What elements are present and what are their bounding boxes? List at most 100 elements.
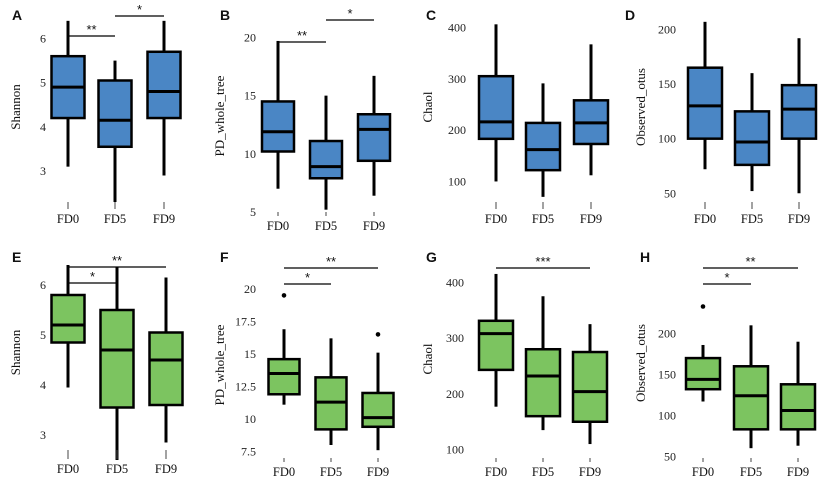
panel-b-y-tick-2: 15	[244, 89, 256, 103]
panel-f-y-tick-2: 12.5	[235, 379, 256, 393]
panel-d-y-tick-2: 150	[658, 77, 676, 91]
panel-a-box-2	[146, 50, 182, 120]
panel-b-y-tick-3: 20	[244, 30, 256, 44]
panel-g-y-tick-1: 200	[446, 387, 464, 401]
panel-f-y-tick-3: 15	[244, 347, 256, 361]
panel-c-x-tick-0: FD0	[485, 212, 507, 226]
panel-d-x-tick-2: FD9	[788, 212, 810, 226]
panel-h-box-1	[732, 365, 770, 431]
panel-h-sig-label-0: *	[724, 270, 729, 285]
panel-e-box-1	[99, 308, 135, 409]
panel-c-y-tick-3: 400	[448, 20, 466, 34]
panel-g-y-tick-0: 100	[446, 443, 464, 457]
panel-b-box-1	[308, 139, 344, 180]
panel-e-x-tick-2: FD9	[155, 462, 177, 476]
panel-e-y-tick-2: 5	[40, 328, 46, 342]
panel-b-y-tick-0: 5	[250, 205, 256, 219]
panel-f-x-tick-0: FD0	[273, 465, 295, 479]
panel-b-y-axis-label: PD_whole_tree	[212, 75, 227, 156]
panel-e-y-tick-1: 4	[40, 378, 46, 392]
panel-h-y-tick-3: 200	[658, 327, 676, 341]
panel-c-box-0	[477, 74, 515, 141]
panel-d-x-tick-1: FD5	[741, 212, 763, 226]
panel-f-x-tick-2: FD9	[367, 465, 389, 479]
panel-h-y-axis-label: Observed_otus	[633, 324, 648, 402]
panel-b-x-tick-0: FD0	[267, 219, 289, 233]
panel-c-box-1	[524, 121, 562, 172]
panel-e-label: E	[12, 249, 21, 265]
panel-c-x-tick-2: FD9	[580, 212, 602, 226]
panel-f-outlier-2-0	[375, 332, 381, 337]
panel-e-box-0	[50, 293, 86, 344]
panel-c-label: C	[426, 7, 436, 23]
panel-a-y-tick-1: 4	[40, 120, 46, 134]
panel-e-box-2	[148, 331, 184, 407]
panel-f-box-0	[267, 357, 301, 396]
panel-a-y-tick-2: 5	[40, 76, 46, 90]
panel-f-outlier-0-0	[281, 293, 287, 298]
panel-c-y-tick-1: 200	[448, 123, 466, 137]
panel-h-y-tick-0: 50	[664, 449, 676, 463]
panel-g-box-1	[524, 347, 562, 418]
panel-g-x-tick-0: FD0	[485, 465, 507, 479]
panel-b-label: B	[220, 7, 230, 23]
panel-d-y-tick-0: 50	[664, 186, 676, 200]
panel-f-y-tick-4: 17.5	[235, 314, 256, 328]
panel-g-y-tick-2: 300	[446, 331, 464, 345]
panel-h-x-tick-0: FD0	[692, 465, 714, 479]
panel-f-y-axis-label: PD_whole_tree	[212, 324, 227, 405]
panel-d-y-tick-1: 100	[658, 132, 676, 146]
panel-a-y-tick-0: 3	[40, 164, 46, 178]
panel-g-box-0	[477, 319, 515, 372]
panel-e-sig-label-0: *	[90, 269, 95, 284]
panel-a-sig-label-1: *	[137, 2, 142, 17]
panel-e-sig-label-1: **	[112, 253, 122, 268]
panel-f-box-2	[361, 391, 395, 429]
panel-e-y-axis-label: Shannon	[8, 329, 23, 375]
panel-c-y-axis-label: Chaol	[420, 91, 435, 122]
panel-g-x-tick-1: FD5	[532, 465, 554, 479]
panel-b-y-tick-1: 10	[244, 147, 256, 161]
panel-h-box-2	[779, 383, 817, 431]
panel-e-y-tick-0: 3	[40, 428, 46, 442]
panel-a-y-tick-3: 6	[40, 32, 46, 46]
panel-b-sig-label-1: *	[347, 6, 352, 21]
panel-e-x-tick-1: FD5	[106, 462, 128, 476]
panel-a-sig-label-0: **	[86, 22, 96, 37]
panel-h-y-tick-2: 150	[658, 367, 676, 381]
panel-h-x-tick-1: FD5	[740, 465, 762, 479]
panel-f-sig-label-1: **	[326, 254, 336, 269]
panel-f-y-tick-1: 10	[244, 412, 256, 426]
panel-d-x-tick-0: FD0	[694, 212, 716, 226]
panel-h-sig-label-1: **	[745, 254, 755, 269]
panel-g-y-tick-3: 400	[446, 275, 464, 289]
panel-h-box-0	[684, 356, 722, 391]
panel-d-y-tick-3: 200	[658, 22, 676, 36]
panel-f-y-tick-5: 20	[244, 282, 256, 296]
panel-a-x-tick-1: FD5	[104, 212, 126, 226]
panel-d-box-0	[686, 66, 724, 140]
panel-b-sig-label-0: **	[297, 28, 307, 43]
panel-g-x-tick-2: FD9	[579, 465, 601, 479]
panel-d-label: D	[625, 7, 635, 23]
panel-f-x-tick-1: FD5	[320, 465, 342, 479]
panel-b-x-tick-2: FD9	[363, 219, 385, 233]
panel-g-sig-label-0: ***	[535, 254, 550, 269]
panel-h-x-tick-2: FD9	[787, 465, 809, 479]
panel-e-y-tick-3: 6	[40, 278, 46, 292]
panel-a-box-1	[97, 79, 133, 149]
panel-a-x-tick-0: FD0	[57, 212, 79, 226]
panel-a-y-axis-label: Shannon	[8, 84, 23, 130]
panel-b-box-2	[356, 113, 392, 163]
panel-c-x-tick-1: FD5	[532, 212, 554, 226]
panel-d-y-axis-label: Observed_otus	[633, 68, 648, 146]
panel-f-sig-label-0: *	[305, 270, 310, 285]
panel-g-box-2	[571, 350, 609, 423]
panel-g-label: G	[426, 249, 437, 265]
panel-b-x-tick-1: FD5	[315, 219, 337, 233]
panel-a-label: A	[12, 7, 22, 23]
panel-c-y-tick-0: 100	[448, 174, 466, 188]
panel-h-label: H	[640, 249, 650, 265]
panel-g-y-axis-label: Chaol	[420, 343, 435, 374]
